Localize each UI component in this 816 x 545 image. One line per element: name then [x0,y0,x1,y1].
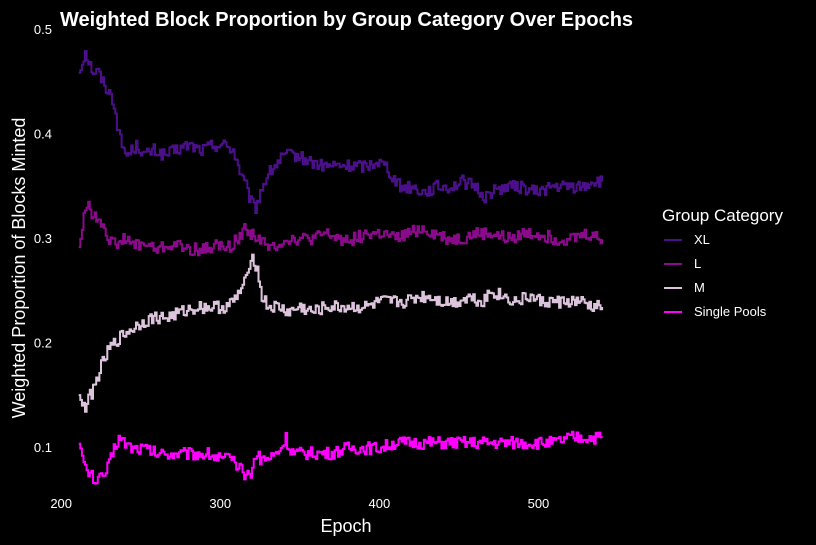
series-layer [78,50,604,485]
x-tick-label: 300 [209,496,231,511]
y-axis-title: Weighted Proportion of Blocks Minted [9,118,29,419]
series-line-single-pools [78,430,604,485]
legend-title: Group Category [662,206,783,225]
y-tick-label: 0.2 [34,336,52,351]
series-line-m [78,253,604,413]
legend-label: Single Pools [694,304,767,319]
y-tick-label: 0.1 [34,440,52,455]
legend-items: XL LM Single Pools [664,232,767,319]
x-axis: 200 300 400 500 [50,496,549,511]
y-tick-label: 0.3 [34,231,52,246]
series-line-xl [78,50,604,214]
series-line-l [78,200,604,257]
x-tick-label: 200 [50,496,72,511]
y-tick-label: 0.5 [34,22,52,37]
y-axis: 0.1 0.2 0.3 0.4 0.5 [34,22,52,455]
chart-title: Weighted Block Proportion by Group Categ… [60,9,633,31]
legend-label: M [694,280,705,295]
plot-area [78,50,604,485]
x-axis-title: Epoch [320,516,371,536]
legend-label: L [694,256,701,271]
legend: Group Category XL LM Single Pools [662,206,783,319]
x-tick-label: 400 [369,496,391,511]
legend-label: XL [694,232,710,247]
y-tick-label: 0.4 [34,127,52,142]
x-tick-label: 500 [528,496,550,511]
